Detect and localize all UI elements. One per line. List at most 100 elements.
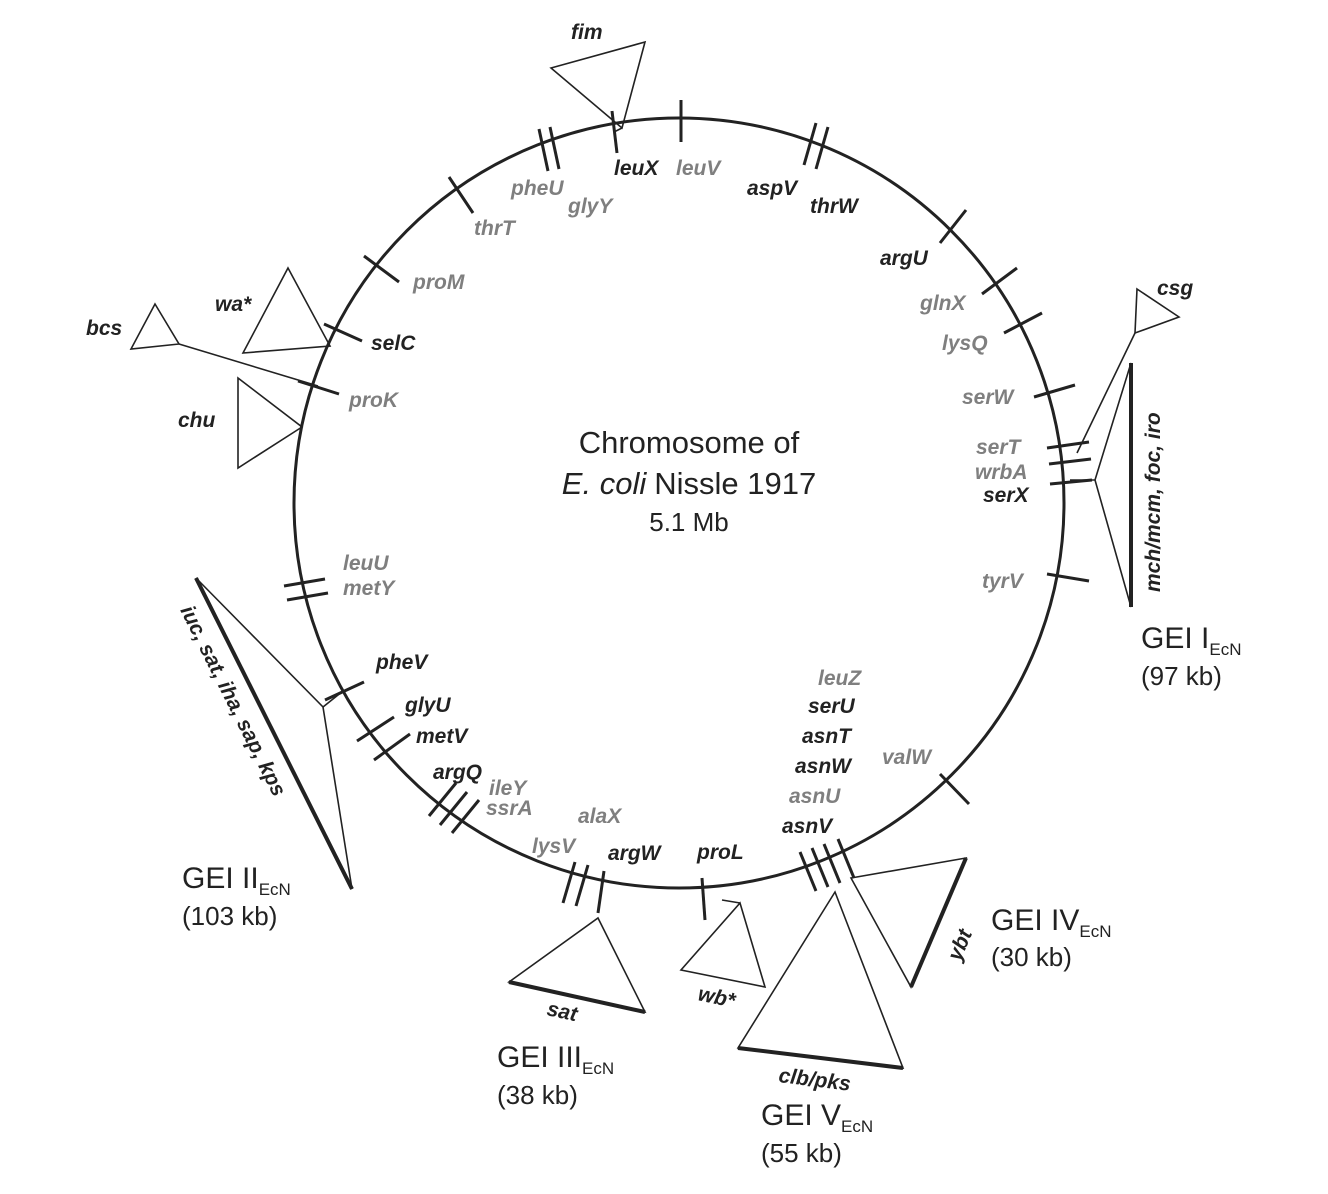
gei2-connector	[322, 690, 344, 708]
locus-label-csg: csg	[1157, 277, 1193, 300]
gene-label-lysQ: lysQ	[942, 332, 988, 355]
tick	[810, 847, 830, 888]
island-gei2-size: (103 kb)	[182, 901, 277, 931]
gene-label-ileY: ileY	[489, 777, 528, 800]
gene-label-asnV: asnV	[782, 815, 834, 838]
island-name: GEI V	[761, 1099, 841, 1132]
tick	[356, 715, 395, 743]
tick	[596, 870, 606, 914]
gene-label-serU: serU	[808, 695, 856, 718]
gene-label-leuX: leuX	[614, 157, 660, 180]
gene-label-ssrA: ssrA	[486, 797, 533, 820]
gene-label-alaX: alaX	[578, 805, 623, 828]
gene-label-argU: argU	[880, 247, 929, 270]
sat-base	[508, 980, 646, 1014]
tick	[363, 254, 400, 284]
gene-labels: pheU glyY leuX leuV aspV thrW thrT argU …	[343, 157, 1031, 865]
gene-label-selC: selC	[371, 332, 416, 355]
island-subscript: EcN	[1079, 922, 1111, 941]
csg-triangle	[1134, 287, 1181, 335]
tick	[438, 791, 469, 826]
locus-label-fim: fim	[571, 21, 603, 44]
gene-label-serX: serX	[983, 484, 1031, 507]
tick	[938, 772, 971, 806]
gene-label-leuU: leuU	[343, 552, 389, 575]
tick	[427, 782, 458, 817]
gene-label-serW: serW	[962, 386, 1016, 409]
island-name: GEI I	[1141, 622, 1209, 655]
wb-connector	[721, 899, 741, 904]
tick	[574, 864, 590, 907]
island-gei1-size: (97 kb)	[1141, 661, 1222, 691]
gene-label-glyY: glyY	[567, 195, 614, 218]
tick	[286, 591, 329, 602]
fim-triangle	[549, 40, 647, 130]
locus-label-wa: wa*	[215, 293, 252, 316]
fim-connector	[613, 127, 623, 133]
bcs-connector	[178, 343, 319, 387]
tick	[1046, 572, 1090, 583]
locus-label-bcs: bcs	[86, 317, 122, 340]
tick	[798, 851, 818, 892]
gene-label-lysV: lysV	[532, 835, 577, 858]
tick	[700, 877, 707, 921]
island-gei2: GEI IIEcN	[182, 862, 291, 899]
tick	[981, 266, 1018, 296]
tick	[802, 122, 818, 166]
gene-label-glnX: glnX	[919, 292, 967, 315]
gene-label-argW: argW	[608, 842, 663, 865]
island-gei3-size: (38 kb)	[497, 1080, 578, 1110]
tick	[447, 176, 475, 214]
clb-base	[737, 1046, 904, 1070]
tick	[814, 126, 830, 170]
gene-label-argQ: argQ	[433, 761, 482, 784]
gene-label-pheV: pheV	[375, 651, 429, 674]
locus-label-wb: wb*	[696, 982, 738, 1012]
tick	[938, 209, 968, 244]
island-gei4: GEI IVEcN	[991, 904, 1111, 941]
island-gei3: GEI IIIEcN	[497, 1041, 614, 1078]
island-gei4-size: (30 kb)	[991, 942, 1072, 972]
ybt-base	[909, 857, 968, 988]
gene-label-thrT: thrT	[474, 217, 517, 240]
chromosome-strain: E. coli Nissle 1917	[562, 466, 816, 501]
locus-label-chu: chu	[178, 409, 216, 432]
gene-label-asnU: asnU	[789, 785, 841, 808]
bcs-triangle	[129, 302, 181, 350]
thick-bases	[194, 363, 1133, 1070]
tick	[373, 732, 411, 762]
tick	[297, 379, 340, 396]
tick	[450, 799, 481, 834]
ybt-triangle	[849, 856, 968, 989]
island-labels: GEI IEcN (97 kb) GEI IIEcN (103 kb) GEI …	[182, 622, 1241, 1168]
gene-label-leuZ: leuZ	[818, 667, 862, 690]
island-gei5-size: (55 kb)	[761, 1138, 842, 1168]
tick	[1048, 457, 1092, 466]
gene-label-proM: proM	[412, 271, 465, 294]
gene-label-valW: valW	[882, 746, 933, 769]
tick	[822, 843, 842, 884]
gene-label-leuV: leuV	[676, 157, 722, 180]
gene-label-proK: proK	[348, 389, 400, 412]
tick	[323, 322, 363, 343]
gene-label-glyU: glyU	[404, 694, 451, 717]
wb-triangle	[679, 901, 767, 989]
island-subscript: EcN	[259, 880, 291, 899]
tick	[548, 126, 561, 170]
tick	[537, 128, 550, 172]
gene-label-serT: serT	[976, 436, 1023, 459]
gene-label-asnW: asnW	[795, 755, 853, 778]
gei1-triangle	[1094, 362, 1132, 608]
locus-label-sat: sat	[545, 997, 580, 1026]
wa-triangle	[241, 266, 332, 354]
locus-label-clb: clb/pks	[777, 1064, 852, 1096]
gene-label-tyrV: tyrV	[982, 570, 1025, 593]
csg-connector	[1076, 332, 1136, 454]
island-gei5: GEI VEcN	[761, 1099, 873, 1136]
island-subscript: EcN	[841, 1117, 873, 1136]
strain-name: Nissle 1917	[654, 466, 816, 501]
tick	[283, 577, 326, 588]
island-name: GEI II	[182, 862, 259, 895]
tick	[561, 861, 577, 904]
island-name: GEI III	[497, 1041, 582, 1074]
